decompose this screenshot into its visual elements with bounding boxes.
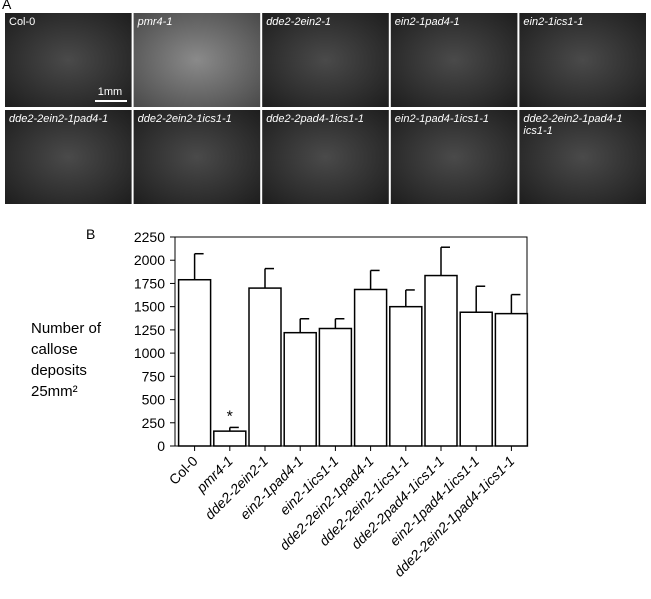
micrograph [519,13,646,107]
panel-label: A [2,0,12,12]
image-panel: Col-0 pmr4-1 dde2-2ein2-1 ein2-1pad4-1 ein2-… [5,13,646,204]
y-axis-label: callose [31,341,78,358]
y-axis-label: deposits [31,362,87,379]
tile-label: ics1-1 [523,125,552,137]
bar [389,305,423,447]
micrograph [133,110,261,204]
scale-bar-label: 1mm [98,86,122,98]
y-axis-label: Number of [31,320,102,337]
bar [318,327,353,447]
y-tick-label: 2250 [134,229,165,245]
micrograph [390,110,518,204]
bar [248,287,282,447]
tile-label: ein2-1ics1-1 [523,16,583,28]
y-tick-label: 2000 [134,252,165,268]
micrograph [262,13,389,107]
micrograph [262,110,389,204]
y-tick-label: 750 [142,368,166,384]
micrograph [519,110,646,204]
y-tick-label: 1000 [134,345,165,361]
panel-label: B [86,226,95,242]
tile-label: dde2-2ein2-1 [266,16,331,28]
bar [494,312,529,447]
bar [353,288,388,447]
y-axis-label: 25mm² [31,383,78,400]
tile-label: ein2-1pad4-1ics1-1 [395,113,489,125]
y-tick-label: 0 [157,438,165,454]
tile-label: dde2-2ein2-1pad4-1 [9,113,108,125]
y-tick-label: 1250 [134,322,165,338]
bar [424,274,458,447]
tile-label: dde2-2ein2-1ics1-1 [138,113,232,125]
y-tick-label: 500 [142,392,166,408]
annotation: * [227,408,233,425]
bar [177,278,212,447]
micrograph [133,13,261,107]
tile-label: dde2-2ein2-1pad4-1 [523,113,622,125]
micrograph [390,13,518,107]
micrograph [5,110,132,204]
bar [283,331,317,447]
chart: 0 250 500 750 1000 1250 1500 1750 2000 2250 Number… [31,229,529,580]
tile-label: ein2-1pad4-1 [395,16,460,28]
tile-label: Col-0 [9,16,35,28]
bar [459,311,493,447]
y-tick-label: 1500 [134,299,165,315]
bar [213,430,247,447]
tile-label: pmr4-1 [137,16,173,28]
y-tick-label: 250 [142,415,166,431]
y-tick-label: 1750 [134,275,165,291]
micrograph [5,13,132,107]
tile-label: dde2-2pad4-1ics1-1 [266,113,364,125]
